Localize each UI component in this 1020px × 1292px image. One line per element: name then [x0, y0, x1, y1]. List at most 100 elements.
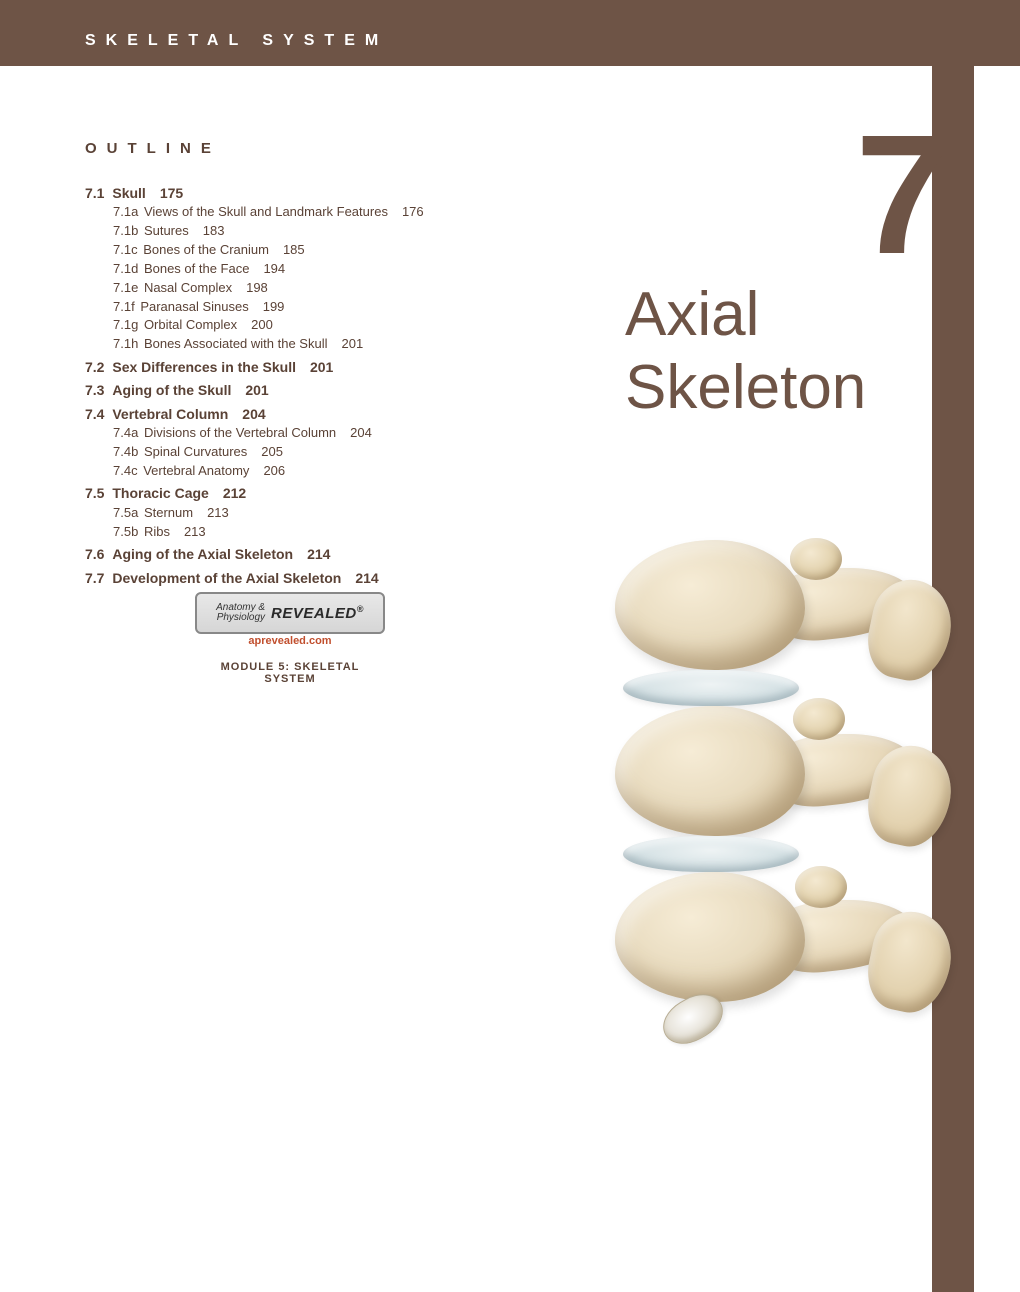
section-title: Thoracic Cage [112, 485, 208, 501]
section-page: 214 [307, 546, 330, 562]
subsection-title: Sternum [144, 505, 193, 520]
subsection-title: Spinal Curvatures [144, 444, 247, 459]
subsection-title: Vertebral Anatomy [143, 463, 249, 478]
section-title: Skull [112, 185, 145, 201]
section-title: Aging of the Skull [112, 382, 231, 398]
subsection-number: 7.1a [113, 204, 138, 219]
intervertebral-disc-2 [623, 836, 799, 872]
outline-subsection: 7.1c Bones of the Cranium 185 [113, 241, 525, 260]
chapter-title-line2: Skeleton [625, 353, 866, 422]
subsection-page: 176 [402, 204, 424, 219]
subsection-page: 205 [261, 444, 283, 459]
subsection-number: 7.5a [113, 505, 138, 520]
section-number: 7.6 [85, 546, 104, 562]
module-label: MODULE 5: SKELETAL SYSTEM [195, 661, 385, 685]
outline-label: OUTLINE [85, 140, 525, 157]
outline-subsection: 7.1d Bones of the Face194 [113, 260, 525, 279]
section-page: 204 [242, 406, 265, 422]
outline-section: 7.6 Aging of the Axial Skeleton 214 [85, 544, 525, 564]
subsection-page: 185 [283, 242, 305, 257]
section-title: Aging of the Axial Skeleton [112, 546, 293, 562]
subsection-page: 204 [350, 425, 372, 440]
outline-list: 7.1 Skull 175 7.1a Views of the Skull and … [85, 183, 525, 588]
subsection-number: 7.1g [113, 317, 138, 332]
outline-subsection: 7.4b Spinal Curvatures 205 [113, 443, 525, 462]
section-page: 175 [160, 185, 183, 201]
subsection-page: 183 [203, 223, 225, 238]
subsection-title: Sutures [144, 223, 189, 238]
subsection-page: 213 [184, 524, 206, 539]
outline-section: 7.5 Thoracic Cage 212 [85, 483, 525, 503]
outline-subsection: 7.1a Views of the Skull and Landmark Fea… [113, 203, 525, 222]
outline-section: 7.4 Vertebral Column 204 [85, 404, 525, 424]
section-page: 212 [223, 485, 246, 501]
subsection-number: 7.5b [113, 524, 138, 539]
vertebra-2-superior-facet [793, 698, 845, 740]
section-number: 7.2 [85, 359, 104, 375]
section-title: Sex Differences in the Skull [112, 359, 296, 375]
outline-subsection: 7.1g Orbital Complex 200 [113, 316, 525, 335]
subsection-title: Paranasal Sinuses [140, 299, 248, 314]
system-label: SKELETAL SYSTEM [85, 32, 388, 50]
outline-section: 7.2 Sex Differences in the Skull 201 [85, 357, 525, 377]
subsection-number: 7.1f [113, 299, 135, 314]
subsection-title: Nasal Complex [144, 280, 232, 295]
section-number: 7.1 [85, 185, 104, 201]
section-title: Vertebral Column [112, 406, 228, 422]
apr-badge: Anatomy & Physiology REVEALED® [195, 592, 385, 634]
subsection-title: Divisions of the Vertebral Column [144, 425, 336, 440]
outline-subsection: 7.1f Paranasal Sinuses 199 [113, 298, 525, 317]
subsection-number: 7.4b [113, 444, 138, 459]
badge-box: Anatomy & Physiology REVEALED® apreveale… [195, 592, 385, 685]
outline-subsection: 7.5a Sternum 213 [113, 504, 525, 523]
subsection-number: 7.1c [113, 242, 138, 257]
badge-right-text: REVEALED® [271, 604, 364, 622]
subsection-title: Bones of the Cranium [143, 242, 269, 257]
outline-subsection: 7.1b Sutures 183 [113, 222, 525, 241]
subsection-number: 7.1h [113, 336, 138, 351]
outline-section: 7.1 Skull 175 [85, 183, 525, 203]
subsection-page: 201 [342, 336, 364, 351]
subsection-page: 200 [251, 317, 273, 332]
chapter-title-line1: Axial [625, 280, 759, 349]
section-number: 7.5 [85, 485, 104, 501]
subsection-page: 198 [246, 280, 268, 295]
outline-section: 7.3 Aging of the Skull 201 [85, 380, 525, 400]
section-page: 201 [245, 382, 268, 398]
subsection-title: Views of the Skull and Landmark Features [144, 204, 388, 219]
subsection-number: 7.1e [113, 280, 138, 295]
chapter-number: 7 [855, 110, 950, 280]
subsection-page: 213 [207, 505, 229, 520]
vertebrae-illustration [565, 520, 965, 1170]
outline-subsection: 7.4a Divisions of the Vertebral Column 20… [113, 424, 525, 443]
outline-subsection: 7.1h Bones Associated with the Skull 201 [113, 335, 525, 354]
section-number: 7.3 [85, 382, 104, 398]
badge-revealed-text: REVEALED [271, 605, 357, 622]
badge-url: aprevealed.com [195, 635, 385, 647]
subsection-number: 7.1b [113, 223, 138, 238]
subsection-title: Bones of the Face [144, 261, 250, 276]
subsection-title: Orbital Complex [144, 317, 237, 332]
subsection-title: Bones Associated with the Skull [144, 336, 328, 351]
outline-section: 7.7 Development of the Axial Skeleton214 [85, 568, 525, 588]
vertebra-3-body [615, 872, 805, 1002]
outline-subsection: 7.1e Nasal Complex 198 [113, 279, 525, 298]
top-banner: SKELETAL SYSTEM [0, 0, 1020, 66]
section-number: 7.7 [85, 570, 104, 586]
vertebra-3-superior-facet [795, 866, 847, 908]
badge-left-line2: Physiology [216, 613, 265, 623]
vertebra-1-superior-facet [790, 538, 842, 580]
section-page: 214 [355, 570, 378, 586]
subsection-page: 199 [263, 299, 285, 314]
vertebra-2-body [615, 706, 805, 836]
chapter-title: Axial Skeleton [625, 278, 866, 424]
outline-subsection: 7.4c Vertebral Anatomy206 [113, 462, 525, 481]
section-page: 201 [310, 359, 333, 375]
section-number: 7.4 [85, 406, 104, 422]
subsection-page: 194 [263, 261, 285, 276]
subsection-number: 7.4a [113, 425, 138, 440]
subsection-title: Ribs [144, 524, 170, 539]
outline-subsection: 7.5b Ribs 213 [113, 523, 525, 542]
badge-reg-mark: ® [357, 604, 364, 614]
badge-left-text: Anatomy & Physiology [216, 603, 265, 623]
